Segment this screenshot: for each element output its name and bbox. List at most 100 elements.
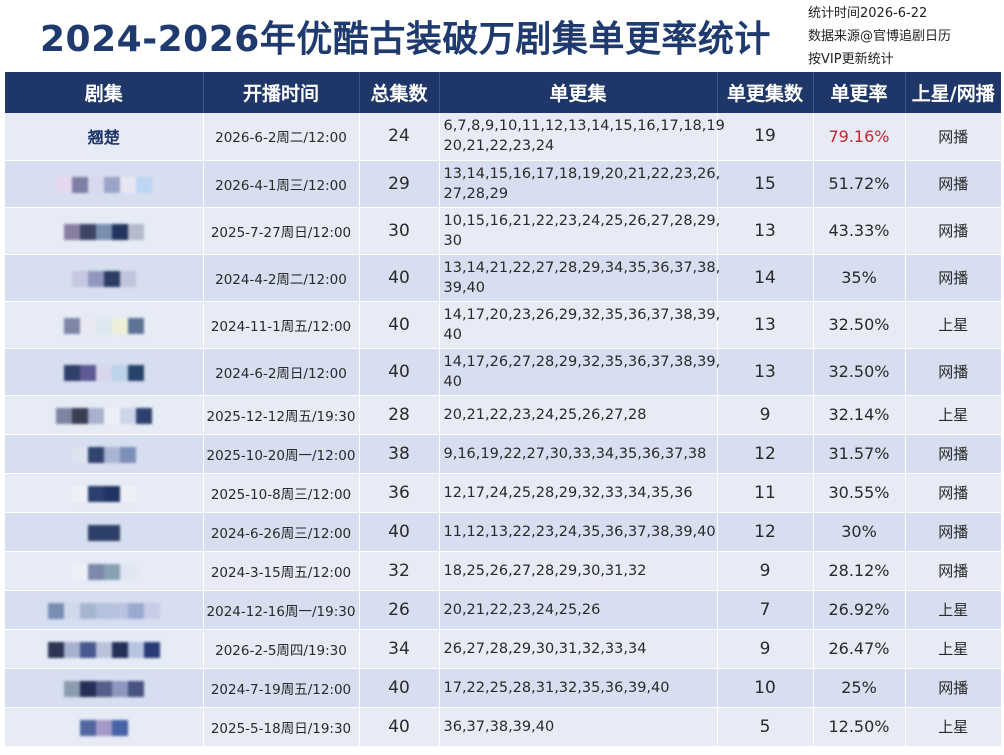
single-update-count: 9: [717, 395, 814, 435]
table-header-row: 剧集 开播时间 总集数 单更集 单更集数 单更率 上星/网播: [5, 72, 1001, 113]
page-title: 2024-2026年优酷古装破万剧集单更率统计: [40, 19, 771, 60]
single-update-count: 10: [717, 668, 814, 708]
table-row: 2026-2-5周四/19:30 34 26,27,28,29,30,31,32,3…: [5, 629, 1001, 669]
table-row: 2025-10-8周三/12:00 36 12,17,24,25,28,29,32,…: [5, 473, 1001, 513]
single-update-rate: 30.55%: [813, 473, 906, 513]
redacted-name: [63, 317, 144, 334]
series-name: [5, 551, 204, 591]
redacted-name: [63, 680, 144, 697]
single-update-count: 9: [717, 629, 814, 669]
table-row: 2024-3-15周五/12:00 32 18,25,26,27,28,29,30,…: [5, 551, 1001, 591]
redacted-name: [87, 524, 120, 541]
episode-line: 18,25,26,27,28,29,30,31,32: [443, 562, 647, 579]
premiere-time: 2026-2-5周四/19:30: [203, 629, 360, 669]
platform-type: 上星: [905, 590, 1001, 630]
episode-line: 39,40: [443, 279, 486, 296]
single-update-rate: 43.33%: [813, 207, 906, 255]
redacted-name: [79, 719, 128, 736]
episode-line: 20,21,22,23,24,25,26: [443, 601, 601, 618]
meta-line: 按VIP更新统计: [808, 52, 894, 67]
table-row: 2026-4-1周三/12:00 29 13,14,15,16,17,18,19,2…: [5, 160, 1001, 208]
single-update-count: 9: [717, 551, 814, 591]
platform-type: 上星: [905, 395, 1001, 435]
column-header: 上星/网播: [911, 83, 995, 105]
platform-type: 网播: [905, 668, 1001, 708]
series-name: [5, 590, 204, 630]
platform-type: 网播: [905, 551, 1001, 591]
series-name: [5, 395, 204, 435]
table-row: 2024-12-16周一/19:30 26 20,21,22,23,24,25,26…: [5, 590, 1001, 630]
series-name: [5, 301, 204, 349]
single-update-count: 5: [717, 707, 814, 747]
single-update-rate: 31.57%: [813, 434, 906, 474]
table-body: 翘楚 2026-6-2周二/12:00 24 6,7,8,9,10,11,12,13,…: [5, 113, 1001, 747]
episode-line: 10,15,16,21,22,23,24,25,26,27,28,29,: [443, 212, 721, 229]
table-row: 2024-6-26周三/12:00 40 11,12,13,22,23,24,35,…: [5, 512, 1001, 552]
premiere-time: 2026-6-2周二/12:00: [203, 113, 360, 161]
platform-type: 网播: [905, 160, 1001, 208]
premiere-time: 2025-5-18周日/19:30: [203, 707, 360, 747]
single-update-count: 13: [717, 207, 814, 255]
episode-line: 26,27,28,29,30,31,32,33,34: [443, 640, 647, 657]
single-update-episodes: 13,14,15,16,17,18,19,20,21,22,23,26, 27,2…: [439, 160, 720, 208]
single-update-rate: 51.72%: [813, 160, 906, 208]
table-row: 2024-4-2周二/12:00 40 13,14,21,22,27,28,29,3…: [5, 254, 1001, 302]
single-update-rate: 26.47%: [813, 629, 906, 669]
column-header: 总集数: [359, 72, 440, 113]
premiere-time: 2026-4-1周三/12:00: [203, 160, 360, 208]
episode-line: 30: [443, 232, 462, 249]
total-episodes: 40: [359, 348, 440, 396]
single-update-rate: 30%: [813, 512, 906, 552]
series-name: [5, 707, 204, 747]
platform-type: 网播: [905, 113, 1001, 161]
total-episodes: 40: [359, 668, 440, 708]
single-update-episodes: 17,22,25,28,31,32,35,36,39,40: [439, 668, 718, 708]
single-update-rate: 26.92%: [813, 590, 906, 630]
column-header: 单更集数: [717, 72, 814, 113]
single-update-count: 13: [717, 348, 814, 396]
total-episodes: 30: [359, 207, 440, 255]
platform-type: 网播: [905, 348, 1001, 396]
single-update-episodes: 10,15,16,21,22,23,24,25,26,27,28,29, 30: [439, 207, 721, 255]
series-name: [5, 254, 204, 302]
redacted-name: [47, 641, 160, 658]
single-update-episodes: 36,37,38,39,40: [439, 707, 718, 747]
redacted-name: [55, 176, 152, 193]
stats-table: 剧集 开播时间 总集数 单更集 单更集数 单更率 上星/网播 翘楚 2026-6-…: [5, 72, 1001, 747]
series-name: [5, 668, 204, 708]
total-episodes: 26: [359, 590, 440, 630]
single-update-episodes: 20,21,22,23,24,25,26: [439, 590, 718, 630]
premiere-time: 2024-6-2周日/12:00: [203, 348, 360, 396]
table-row: 2025-12-12周五/19:30 28 20,21,22,23,24,25,26…: [5, 395, 1001, 435]
platform-type: 上星: [905, 629, 1001, 669]
series-name: [5, 434, 204, 474]
total-episodes: 40: [359, 301, 440, 349]
episode-line: 40: [443, 326, 462, 343]
premiere-time: 2024-11-1周五/12:00: [203, 301, 360, 349]
single-update-episodes: 6,7,8,9,10,11,12,13,14,15,16,17,18,19 20,…: [439, 113, 725, 161]
table-row: 2025-5-18周日/19:30 40 36,37,38,39,40 5 12.50%…: [5, 707, 1001, 747]
single-update-episodes: 9,16,19,22,27,30,33,34,35,36,37,38: [439, 434, 718, 474]
header: 2024-2026年优酷古装破万剧集单更率统计 统计时间2026-6-22 数据…: [0, 0, 1004, 72]
platform-type: 网播: [905, 512, 1001, 552]
single-update-rate: 35%: [813, 254, 906, 302]
table-row: 2024-7-19周五/12:00 40 17,22,25,28,31,32,35,…: [5, 668, 1001, 708]
premiere-time: 2024-7-19周五/12:00: [203, 668, 360, 708]
single-update-rate: 12.50%: [813, 707, 906, 747]
total-episodes: 32: [359, 551, 440, 591]
single-update-rate: 28.12%: [813, 551, 906, 591]
redacted-name: [71, 563, 136, 580]
single-update-episodes: 13,14,21,22,27,28,29,34,35,36,37,38, 39,4…: [439, 254, 720, 302]
table-row: 翘楚 2026-6-2周二/12:00 24 6,7,8,9,10,11,12,13,…: [5, 113, 1001, 161]
single-update-episodes: 12,17,24,25,28,29,32,33,34,35,36: [439, 473, 718, 513]
redacted-name: [63, 364, 144, 381]
column-header: 单更率: [813, 72, 906, 113]
episode-line: 11,12,13,22,23,24,35,36,37,38,39,40: [443, 523, 716, 540]
single-update-count: 14: [717, 254, 814, 302]
redacted-name: [55, 407, 152, 424]
meta-line: 数据来源@官博追剧日历: [808, 29, 952, 44]
single-update-count: 12: [717, 434, 814, 474]
premiere-time: 2025-12-12周五/19:30: [203, 395, 360, 435]
episode-line: 14,17,20,23,26,29,32,35,36,37,38,39,: [443, 306, 721, 323]
single-update-count: 12: [717, 512, 814, 552]
